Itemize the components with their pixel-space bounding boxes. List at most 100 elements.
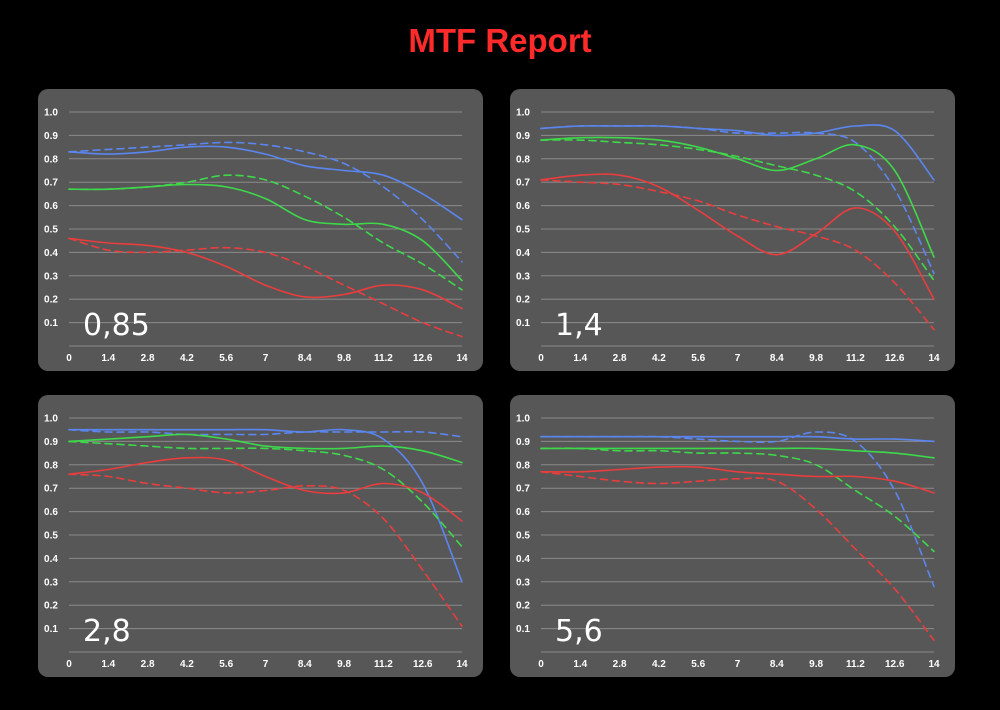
aperture-label: 1,4: [555, 308, 603, 343]
x-tick-label: 1.4: [573, 353, 587, 364]
x-tick-label: 2.8: [613, 659, 627, 670]
series-line-blue-solid: [68, 428, 463, 583]
x-tick-label: 11.2: [846, 353, 865, 364]
y-tick-label: 0.2: [44, 295, 58, 306]
y-tick-label: 0.1: [516, 318, 530, 329]
x-tick-label: 5.6: [219, 659, 233, 670]
x-tick-label: 2.8: [613, 353, 627, 364]
x-tick-label: 12.6: [885, 659, 905, 670]
x-tick-label: 2.8: [141, 353, 155, 364]
x-tick-label: 0: [66, 659, 72, 670]
x-tick-label: 9.8: [337, 353, 351, 364]
y-tick-label: 0.8: [44, 460, 58, 471]
y-tick-label: 0.9: [44, 131, 58, 142]
y-tick-label: 0.1: [44, 318, 58, 329]
aperture-label: 0,85: [83, 308, 150, 343]
y-tick-label: 0.3: [516, 271, 530, 282]
x-tick-label: 4.2: [652, 659, 666, 670]
x-tick-label: 1.4: [101, 659, 115, 670]
series-line-red-dashed: [68, 237, 463, 338]
series-line-green-dashed: [68, 174, 463, 291]
y-tick-label: 0.1: [516, 624, 530, 635]
y-tick-label: 0.2: [516, 601, 530, 612]
mtf-chart-3: 0.1 0.2 0.3 0.4 0.5 0.6 0.7 0.8 0.9 1.0 0 1.4 2.8 4.2…: [516, 414, 940, 671]
y-tick-label: 0.3: [516, 577, 530, 588]
series-line-red-dashed: [540, 179, 935, 331]
x-tick-label: 5.6: [691, 353, 705, 364]
series-line-green-solid: [68, 433, 463, 464]
series-line-blue-dashed: [540, 431, 935, 588]
y-tick-label: 0.6: [516, 507, 530, 518]
y-tick-label: 0.7: [516, 178, 530, 189]
y-tick-label: 0.8: [44, 154, 58, 165]
series-line-green-dashed: [540, 447, 935, 553]
x-tick-label: 12.6: [413, 353, 433, 364]
x-tick-label: 5.6: [219, 353, 233, 364]
series-line-red-solid: [68, 237, 463, 310]
y-tick-label: 0.4: [516, 248, 530, 259]
series-line-green-dashed: [540, 139, 935, 282]
mtf-panel-1: 0.1 0.2 0.3 0.4 0.5 0.6 0.7 0.8 0.9 1.0 0 1.4 2.8 4.2…: [510, 89, 955, 371]
y-tick-label: 0.4: [44, 248, 58, 259]
y-tick-label: 0.6: [516, 201, 530, 212]
mtf-panel-3: 0.1 0.2 0.3 0.4 0.5 0.6 0.7 0.8 0.9 1.0 0 1.4 2.8 4.2…: [510, 395, 955, 677]
x-tick-label: 7: [263, 353, 269, 364]
x-tick-label: 14: [928, 659, 940, 670]
y-tick-label: 0.7: [44, 484, 58, 495]
x-tick-label: 9.8: [337, 659, 351, 670]
mtf-chart-2: 0.1 0.2 0.3 0.4 0.5 0.6 0.7 0.8 0.9 1.0 0 1.4 2.8 4.2…: [44, 414, 468, 671]
series-line-red-solid: [540, 465, 935, 494]
y-tick-label: 0.6: [44, 201, 58, 212]
x-tick-label: 11.2: [374, 659, 393, 670]
x-tick-label: 9.8: [809, 659, 823, 670]
series-line-green-solid: [68, 183, 463, 282]
mtf-chart-1: 0.1 0.2 0.3 0.4 0.5 0.6 0.7 0.8 0.9 1.0 0 1.4 2.8 4.2…: [516, 108, 940, 365]
series-line-green-dashed: [68, 440, 463, 548]
aperture-label: 2,8: [83, 614, 131, 649]
y-tick-label: 1.0: [44, 414, 58, 425]
mtf-chart-0: 0.1 0.2 0.3 0.4 0.5 0.6 0.7 0.8 0.9 1.0 0 1.4 2.8 4.2…: [44, 108, 468, 365]
series-line-blue-dashed: [68, 141, 463, 263]
y-tick-label: 0.3: [44, 271, 58, 282]
x-tick-label: 4.2: [180, 353, 194, 364]
y-tick-label: 0.5: [516, 225, 530, 236]
y-tick-label: 0.2: [44, 601, 58, 612]
series-line-green-solid: [540, 447, 935, 459]
x-tick-label: 8.4: [298, 353, 312, 364]
y-tick-label: 1.0: [516, 108, 530, 119]
y-tick-label: 0.8: [516, 460, 530, 471]
series-line-red-dashed: [540, 471, 935, 642]
x-tick-label: 0: [538, 353, 544, 364]
y-tick-label: 0.5: [516, 531, 530, 542]
aperture-label: 5,6: [555, 614, 603, 649]
y-tick-label: 0.1: [44, 624, 58, 635]
x-tick-label: 11.2: [374, 353, 393, 364]
series-line-blue-solid: [68, 145, 463, 221]
x-tick-label: 14: [928, 353, 940, 364]
y-tick-label: 0.6: [44, 507, 58, 518]
y-tick-label: 0.4: [44, 554, 58, 565]
x-tick-label: 11.2: [846, 659, 865, 670]
series-line-blue-dashed: [540, 125, 935, 275]
x-tick-label: 14: [456, 353, 468, 364]
x-tick-label: 8.4: [298, 659, 312, 670]
x-tick-label: 4.2: [652, 353, 666, 364]
mtf-panel-2: 0.1 0.2 0.3 0.4 0.5 0.6 0.7 0.8 0.9 1.0 0 1.4 2.8 4.2…: [38, 395, 483, 677]
y-tick-label: 0.9: [516, 437, 530, 448]
x-tick-label: 4.2: [180, 659, 194, 670]
report-title: MTF Report: [408, 22, 592, 59]
y-tick-label: 0.2: [516, 295, 530, 306]
x-tick-label: 1.4: [101, 353, 115, 364]
mtf-panel-0: 0.1 0.2 0.3 0.4 0.5 0.6 0.7 0.8 0.9 1.0 0 1.4 2.8 4.2…: [38, 89, 483, 371]
series-line-red-solid: [68, 456, 463, 522]
y-tick-label: 1.0: [44, 108, 58, 119]
series-line-red-dashed: [68, 473, 463, 628]
x-tick-label: 8.4: [770, 353, 784, 364]
series-line-red-solid: [540, 173, 935, 300]
y-tick-label: 0.7: [44, 178, 58, 189]
x-tick-label: 12.6: [413, 659, 433, 670]
y-tick-label: 1.0: [516, 414, 530, 425]
x-tick-label: 7: [263, 659, 269, 670]
y-tick-label: 0.5: [44, 531, 58, 542]
x-tick-label: 0: [66, 353, 72, 364]
